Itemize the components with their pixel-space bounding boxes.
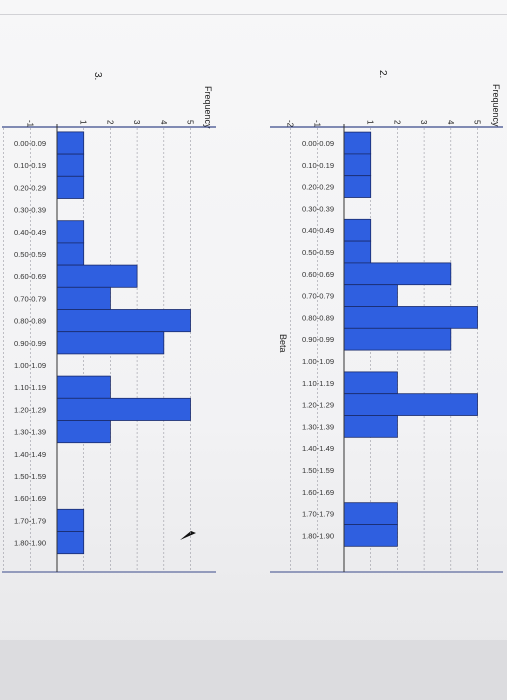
left-category-label: 0.80-0.89: [14, 317, 46, 326]
left-category-label: 1.40-1.49: [14, 450, 46, 459]
right-bar: [343, 524, 398, 547]
left-category-label: 0.70-0.79: [14, 294, 46, 303]
left-category-label: 0.00-0.09: [14, 139, 46, 148]
right-category-label: 0.70-0.79: [302, 292, 334, 301]
left-bar: [56, 420, 111, 444]
right-category-label: 0.60-0.69: [302, 270, 334, 279]
left-bar: [56, 375, 111, 399]
left-category-label: 1.20-1.29: [14, 405, 46, 414]
right-tick-label: 3: [419, 120, 428, 125]
left-category-label: 1.00-1.09: [14, 361, 46, 370]
left-category-label: 0.30-0.39: [14, 206, 46, 215]
right-category-label: 1.40-1.49: [302, 444, 334, 453]
right-tick-label: -1: [312, 120, 321, 128]
right-panel-number: 2.: [377, 70, 388, 78]
left-category-label: 1.10-1.19: [14, 383, 46, 392]
right-category-label: 1.50-1.59: [302, 466, 334, 475]
left-panel-number: 3.: [92, 72, 103, 80]
right-bar: [343, 327, 452, 351]
left-tick-label: 5: [186, 120, 195, 125]
right-category-label: 1.80-1.90: [302, 531, 334, 540]
right-bar: [343, 175, 372, 198]
left-tick-label: 1: [79, 120, 88, 125]
left-tick-label: 4: [159, 120, 168, 125]
right-category-label: 0.20-0.29: [302, 183, 334, 192]
right-bar: [343, 306, 478, 329]
left-bar: [56, 220, 85, 244]
right-category-label: 0.40-0.49: [302, 226, 334, 235]
right-category-label: 1.30-1.39: [302, 422, 334, 431]
left-category-label: 0.90-0.99: [14, 339, 46, 348]
left-category-label: 0.60-0.69: [14, 272, 46, 281]
left-bar: [56, 508, 85, 532]
left-category-label: 0.50-0.59: [14, 250, 46, 259]
right-category-label: 0.10-0.19: [302, 161, 334, 170]
right-bar: [343, 262, 452, 286]
left-category-label: 0.40-0.49: [14, 228, 46, 237]
right-bar: [343, 240, 372, 264]
left-tick-label: -1: [25, 120, 34, 128]
top-divider: [0, 14, 507, 15]
left-bar: [56, 153, 85, 177]
left-frequency-label: Frequency: [203, 86, 213, 129]
right-tick-label: 2: [392, 120, 401, 125]
right-tick-label: -2: [286, 120, 295, 128]
left-tick-label: 2: [105, 120, 114, 125]
left-category-label: 1.60-1.69: [14, 494, 46, 503]
left-category-label: 0.10-0.19: [14, 161, 46, 170]
left-bar: [56, 531, 85, 555]
right-category-label: 0.80-0.89: [302, 313, 334, 322]
left-category-label: 0.20-0.29: [14, 183, 46, 192]
bottom-background: [0, 640, 507, 700]
right-tick-label: 5: [473, 120, 482, 125]
right-tick-label: 1: [366, 120, 375, 125]
left-bar: [56, 286, 111, 310]
left-category-label: 1.80-1.90: [14, 539, 46, 548]
right-category-label: 1.20-1.29: [302, 401, 334, 410]
right-bar: [343, 415, 398, 438]
left-tick-label: 3: [132, 120, 141, 125]
beta-axis-label: Beta: [278, 334, 288, 353]
right-category-label: 0.30-0.39: [302, 204, 334, 213]
left-bar: [56, 131, 85, 155]
right-category-label: 1.70-1.79: [302, 510, 334, 519]
right-bar: [343, 502, 398, 525]
right-category-label: 0.00-0.09: [302, 139, 334, 148]
cursor-arrow-icon: [180, 531, 196, 540]
right-bar: [343, 393, 478, 416]
left-category-label: 1.70-1.79: [14, 516, 46, 525]
right-category-label: 1.10-1.19: [302, 379, 334, 388]
right-category-label: 0.50-0.59: [302, 248, 334, 257]
right-tick-label: 4: [446, 120, 455, 125]
left-bar: [56, 242, 85, 266]
right-bar: [343, 218, 372, 242]
left-bar: [56, 397, 191, 421]
right-bar: [343, 153, 372, 177]
right-category-label: 0.90-0.99: [302, 335, 334, 344]
right-bar: [343, 284, 398, 307]
right-frequency-label: Frequency: [491, 84, 501, 127]
right-bar: [343, 371, 398, 395]
left-bar: [56, 175, 85, 199]
left-category-label: 1.50-1.59: [14, 472, 46, 481]
right-category-label: 1.00-1.09: [302, 357, 334, 366]
left-bar: [56, 331, 165, 355]
right-bar: [343, 131, 372, 155]
left-bar: [56, 309, 191, 333]
left-category-label: 1.30-1.39: [14, 428, 46, 437]
left-bar: [56, 264, 138, 288]
right-category-label: 1.60-1.69: [302, 488, 334, 497]
